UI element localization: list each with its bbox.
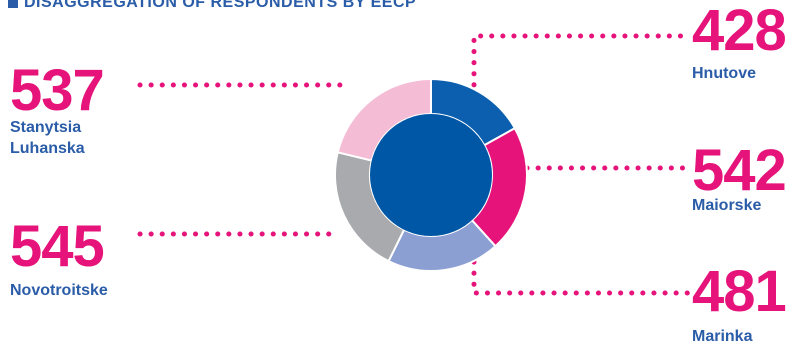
value-label-maiorske: 542 xyxy=(692,138,787,203)
header-square-icon xyxy=(8,0,18,8)
name-label-stanytsia-luhanska: Stanytsia Luhanska xyxy=(10,118,85,160)
name-label-hnutove: Hnutove xyxy=(692,65,756,82)
name-label-stanytsia-line-1: Stanytsia xyxy=(10,119,82,136)
value-label-marinka: 481 xyxy=(692,259,787,324)
chart-header: DISAGGREGATION OF RESPONDENTS BY EECP xyxy=(8,0,416,12)
chart-title: DISAGGREGATION OF RESPONDENTS BY EECP xyxy=(24,0,417,11)
value-label-hnutove: 428 xyxy=(692,0,787,63)
leader-line-hnutove xyxy=(471,33,691,99)
value-label-stanytsia-luhanska: 537 xyxy=(10,58,105,123)
name-label-marinka: Marinka xyxy=(692,328,753,345)
leader-lines xyxy=(137,33,691,296)
name-label-maiorske: Maiorske xyxy=(692,197,762,214)
value-label-novotroitske: 545 xyxy=(10,214,105,279)
name-label-stanytsia-line-2: Luhanska xyxy=(10,139,85,157)
donut-center xyxy=(370,114,492,236)
leader-line-marinka xyxy=(471,259,691,296)
name-label-novotroitske: Novotroitske xyxy=(10,282,108,299)
